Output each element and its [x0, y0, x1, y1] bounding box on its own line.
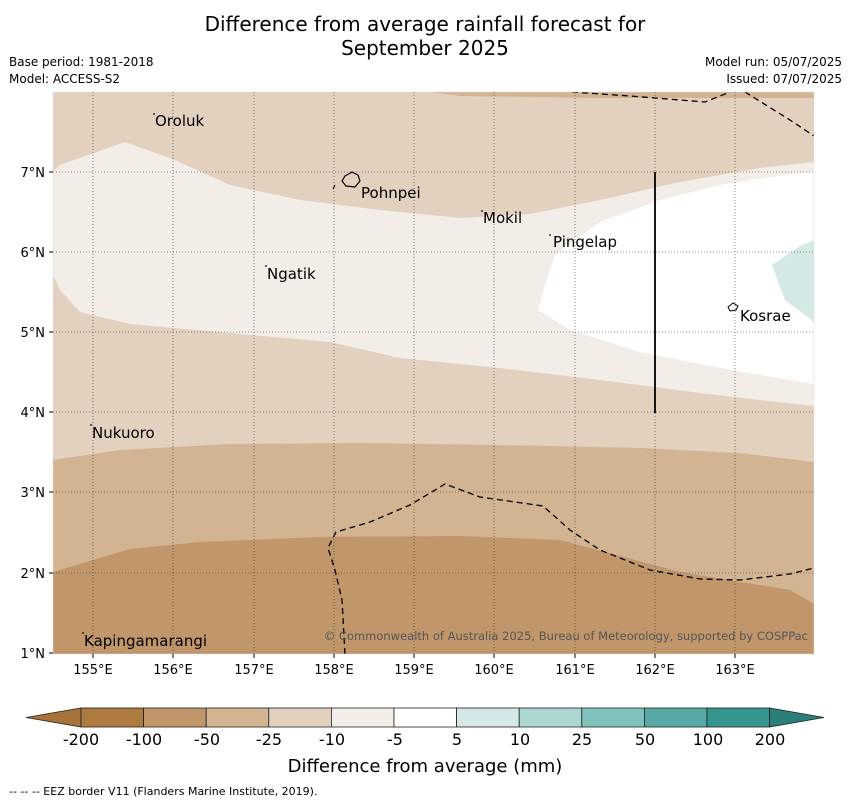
lat-tick-label: 5°N [21, 326, 46, 341]
lon-tick-label: 159°E [394, 663, 434, 678]
legend-arrow-high [769, 707, 825, 728]
legend-swatch [143, 707, 207, 728]
legend-tick: 100 [693, 730, 724, 749]
legend-tick: 10 [510, 730, 530, 749]
legend-swatch [456, 707, 520, 728]
ngatik-marker-icon [265, 265, 267, 267]
copyright-text: © Commonwealth of Australia 2025, Bureau… [324, 629, 808, 643]
lon-tick-label: 163°E [715, 663, 755, 678]
chart-title: Difference from average rainfall forecas… [0, 12, 850, 60]
lon-tick-label: 156°E [153, 663, 193, 678]
lat-tick-label: 2°N [21, 567, 46, 582]
lon-tick-label: 161°E [555, 663, 595, 678]
band-plus-5 [772, 240, 814, 322]
legend-tick: -100 [126, 730, 162, 749]
place-label: Pingelap [553, 233, 617, 251]
legend-arrow-low [25, 707, 82, 728]
place-label: Oroluk [155, 112, 204, 130]
legend-swatch [268, 707, 332, 728]
legend-swatch [644, 707, 708, 728]
place-label: Ngatik [267, 265, 316, 283]
legend-swatch [393, 707, 457, 728]
lon-tick-label: 160°E [474, 663, 514, 678]
legend-swatch [581, 707, 645, 728]
lon-tick-label: 158°E [314, 663, 354, 678]
legend-tick: 50 [635, 730, 655, 749]
legend-swatch [518, 707, 583, 728]
pohnpei-island-icon [341, 171, 361, 188]
place-label: Kapingamarangi [84, 632, 207, 650]
lat-tick-label: 3°N [21, 486, 46, 501]
legend-tick: 25 [572, 730, 592, 749]
base-period: Base period: 1981-2018 [9, 55, 154, 69]
islet-mark-icon [332, 184, 336, 190]
legend-tick-labels: -200 -100 -50 -25 -10 -5 5 10 25 50 100 … [63, 730, 785, 749]
place-label: Mokil [483, 209, 522, 227]
band-neutral [538, 172, 814, 384]
legend-tick: 200 [755, 730, 786, 749]
model-name: Model: ACCESS-S2 [9, 72, 121, 86]
map-frame [52, 91, 815, 655]
nukuoro-marker-icon [90, 424, 92, 426]
lat-tick-label: 4°N [21, 406, 46, 421]
map-panel: Oroluk Pohnpei Mokil Pingelap Ngatik Kos… [53, 92, 814, 654]
eez-footnote: -- -- -- EEZ border V11 (Flanders Marine… [9, 785, 318, 798]
model-run: Model run: 05/07/2025 [704, 55, 842, 69]
meta-left: Base period: 1981-2018 Model: ACCESS-S2 [9, 54, 154, 88]
lon-tick-label: 157°E [234, 663, 274, 678]
lat-tick-label: 6°N [21, 246, 46, 261]
issued-date: Issued: 07/07/2025 [726, 72, 842, 86]
place-label: Nukuoro [92, 424, 155, 442]
legend-tick: 5 [452, 730, 462, 749]
pingelap-marker-icon [549, 234, 551, 236]
legend-swatch [205, 707, 270, 728]
legend-tick: -50 [194, 730, 220, 749]
legend-tick: -5 [387, 730, 403, 749]
oroluk-marker-icon [153, 113, 155, 115]
legend-label: Difference from average (mm) [288, 756, 563, 777]
lat-tick-label: 1°N [21, 647, 46, 662]
mokil-marker-icon [481, 210, 483, 212]
legend-tick: -200 [63, 730, 99, 749]
legend-swatch [706, 707, 770, 728]
lon-tick-label: 155°E [73, 663, 113, 678]
kosrae-island-icon [727, 302, 739, 312]
legend-swatch [330, 707, 395, 728]
lat-tick-label: 7°N [21, 166, 46, 181]
legend-tick: -25 [256, 730, 282, 749]
title-line-2: September 2025 [341, 36, 509, 60]
axis-ticks [49, 171, 736, 658]
kapingamarangi-marker-icon [82, 632, 84, 634]
place-label: Kosrae [740, 307, 791, 325]
legend-tick: -10 [319, 730, 345, 749]
graticule [53, 92, 814, 654]
eez-border [327, 92, 814, 654]
legend-colorbar [25, 707, 825, 728]
meta-right: Model run: 05/07/2025 Issued: 07/07/2025 [705, 54, 842, 88]
legend-swatch [80, 707, 144, 728]
title-line-1: Difference from average rainfall forecas… [204, 12, 646, 36]
lon-tick-label: 162°E [635, 663, 675, 678]
band-minus-100 [53, 536, 814, 654]
place-label: Pohnpei [361, 184, 421, 202]
